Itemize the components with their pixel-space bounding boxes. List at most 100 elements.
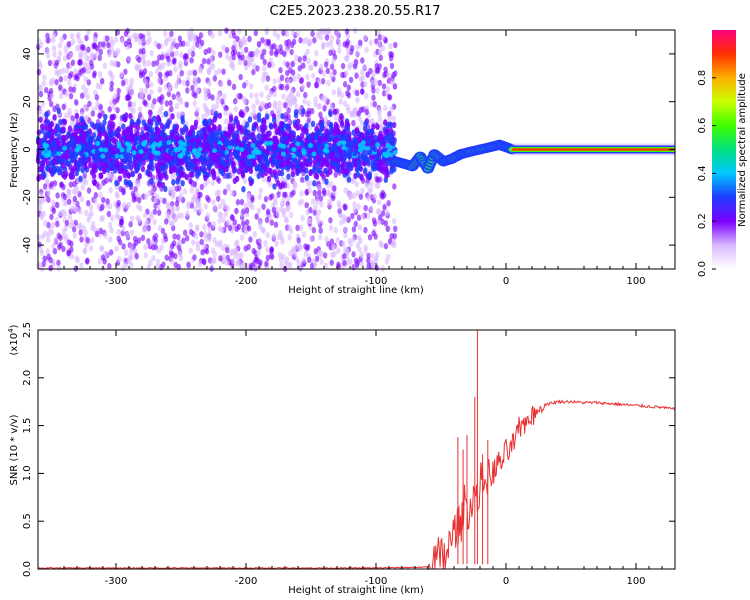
spectrogram-cell xyxy=(382,151,388,157)
spectrogram-cell xyxy=(42,74,47,81)
spectrogram-cell xyxy=(344,120,350,127)
spectrogram-cell xyxy=(157,71,163,79)
spectrogram-cell xyxy=(127,156,133,164)
spectrogram-cell xyxy=(339,91,345,99)
spectrogram-cell xyxy=(168,69,173,77)
spectrogram-cell xyxy=(272,122,278,129)
spectrogram-cell xyxy=(224,247,230,254)
spectrogram-cell xyxy=(141,159,146,166)
spectrogram-cell xyxy=(161,139,167,145)
spectrogram-cell xyxy=(179,141,185,147)
spectrogram-cell xyxy=(122,152,128,158)
spectrogram-cell xyxy=(124,135,130,142)
spectrogram-cell xyxy=(206,58,211,65)
spectrogram-cell xyxy=(286,99,292,106)
spectrogram-cell xyxy=(291,38,297,46)
spectrogram-cell xyxy=(210,63,216,70)
spectrogram-cell xyxy=(263,133,268,140)
spectrogram-cell xyxy=(47,125,52,132)
spectrogram-cell xyxy=(232,177,238,185)
spectrogram-cell xyxy=(159,165,165,172)
spectrogram-cell xyxy=(212,75,217,82)
spectrogram-cell xyxy=(132,121,138,129)
spectrogram-cell xyxy=(71,188,77,195)
spectrogram-cell xyxy=(227,224,233,232)
spectrogram-cell xyxy=(169,30,174,37)
spectrogram-cell xyxy=(203,105,209,113)
spectrogram-cell xyxy=(295,224,300,232)
spectrogram-cell xyxy=(74,112,80,120)
spectrogram-cell xyxy=(308,64,313,71)
spectrogram-cell xyxy=(40,123,45,130)
spectrogram-cell xyxy=(78,135,83,142)
spectrogram-cell xyxy=(210,94,215,101)
spectrogram-cell xyxy=(301,231,307,238)
spectrogram-cell xyxy=(212,135,217,143)
spectrogram-cell xyxy=(272,91,277,98)
spectrogram-cell xyxy=(315,198,320,205)
spectrogram-cell xyxy=(148,259,153,266)
spectrogram-cell xyxy=(324,148,330,154)
spectrogram-cell xyxy=(141,47,146,55)
spectrogram-cell xyxy=(382,204,387,211)
spectrogram-cell xyxy=(326,80,331,87)
spectrogram-cell xyxy=(134,65,140,72)
spectrogram-cell xyxy=(386,77,392,84)
spectrogram-cell xyxy=(288,261,293,269)
spectrogram-cell xyxy=(248,51,253,58)
spectrogram-cell xyxy=(130,190,136,198)
spectrogram-cell xyxy=(167,149,173,155)
spectrogram-cell xyxy=(138,32,144,40)
spectrogram-cell xyxy=(387,94,393,101)
spectrogram-cell xyxy=(205,155,211,162)
spectrogram-cell xyxy=(67,107,72,115)
spectrogram-cell xyxy=(185,87,190,94)
spectrogram-cell xyxy=(108,249,114,256)
spectrogram-cell xyxy=(190,84,195,92)
spectrogram-cell xyxy=(303,243,308,250)
spectrogram-cell xyxy=(57,50,63,57)
spectrogram-cell xyxy=(254,50,259,58)
spectrogram-cell xyxy=(149,49,154,57)
spectrogram-cell xyxy=(328,224,334,231)
spectrogram-cell xyxy=(284,148,290,156)
spectrogram-cell xyxy=(272,183,277,190)
spectrogram-cell xyxy=(264,260,269,267)
spectrogram-cell xyxy=(165,201,170,208)
spectrogram-cell xyxy=(48,159,54,167)
spectrogram-cell xyxy=(221,68,226,75)
spectrogram-cell xyxy=(242,38,248,45)
spectrogram-cell xyxy=(72,195,78,203)
spectrogram-cell xyxy=(67,125,73,132)
spectrogram-cell xyxy=(43,220,48,227)
spectrogram-cell xyxy=(94,230,100,238)
spectrogram-cell xyxy=(252,231,257,238)
spectrogram-cell xyxy=(148,70,154,78)
spectrogram-cell xyxy=(367,173,372,180)
spectrogram-cell xyxy=(226,185,231,192)
spectrogram-cell xyxy=(195,106,200,114)
spectrogram-cell xyxy=(138,149,144,155)
spectrogram-cell xyxy=(285,83,290,91)
spectrogram-cell xyxy=(206,47,212,54)
spectrogram-cell xyxy=(140,234,146,242)
spectrogram-cell xyxy=(323,61,329,68)
spectrogram-cell xyxy=(156,181,162,188)
spectrogram-cell xyxy=(44,86,49,94)
spectrogram-cell xyxy=(131,101,137,108)
spectrogram-cell xyxy=(42,183,48,190)
spectrogram-cell xyxy=(233,252,238,259)
spectrogram-cell xyxy=(94,51,99,58)
spectrogram-cell xyxy=(171,151,177,157)
spectrogram-cell xyxy=(100,254,106,261)
spectrogram-cell xyxy=(219,212,224,219)
spectrogram-cell xyxy=(188,247,193,254)
spectrogram-cell xyxy=(41,260,47,268)
spectrogram-cell xyxy=(235,239,240,246)
spectrogram-cell xyxy=(380,210,386,217)
spectrogram-cell xyxy=(207,124,212,131)
spectrogram-cell xyxy=(286,173,291,180)
spectrogram-cell xyxy=(47,59,53,67)
spectrogram-cell xyxy=(199,156,205,163)
spectrogram-cell xyxy=(121,243,126,250)
